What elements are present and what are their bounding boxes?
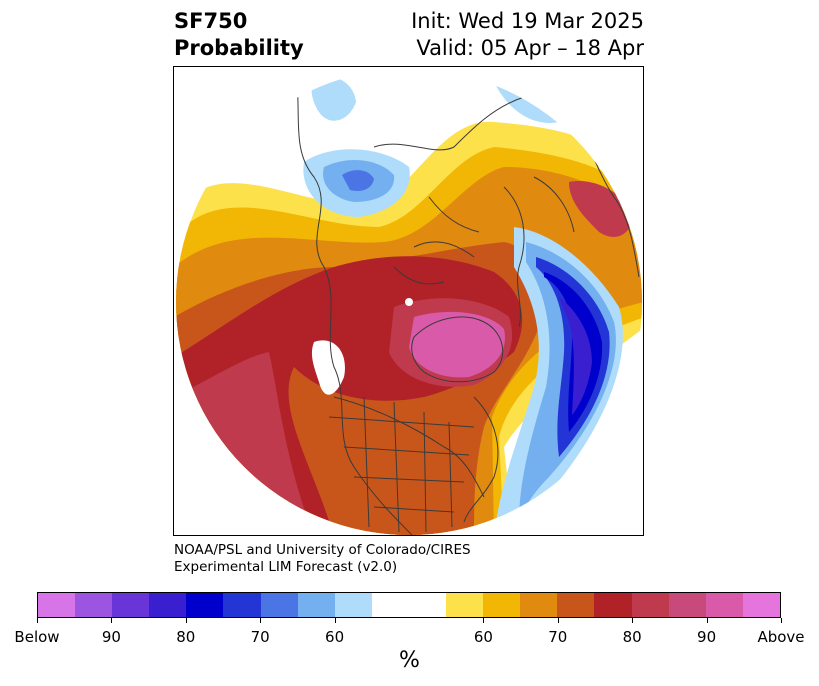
colorbar-tick-label: 70	[548, 628, 568, 646]
colorbar-swatch	[705, 593, 743, 617]
coastlines	[293, 69, 640, 535]
pole-marker	[405, 298, 413, 306]
map-title: SF750 Probability	[174, 8, 304, 62]
map-dates: Init: Wed 19 Mar 2025 Valid: 05 Apr – 18…	[411, 8, 644, 62]
colorbar-tick-label: 80	[622, 628, 642, 646]
colorbar-tick-label: 90	[101, 628, 121, 646]
colorbar-tick-label: Above	[757, 628, 805, 646]
colorbar-tick-mark	[632, 618, 634, 623]
colorbar-tick-mark	[111, 618, 113, 623]
colorbar-swatch	[334, 593, 372, 617]
colorbar-tick-mark	[260, 618, 262, 623]
probability-map	[176, 69, 642, 535]
credit-text: NOAA/PSL and University of Colorado/CIRE…	[174, 542, 471, 576]
warm-region-africa	[569, 181, 634, 237]
title-type: Probability	[174, 36, 304, 60]
colorbar-swatch	[742, 593, 780, 617]
credit-line-2: Experimental LIM Forecast (v2.0)	[174, 559, 398, 575]
colorbar-tick-mark	[781, 618, 782, 623]
colorbar-tick-mark	[483, 618, 485, 623]
colorbar-swatch	[483, 593, 521, 617]
colorbar-tick-label: 60	[325, 628, 345, 646]
colorbar-tick-label: 90	[697, 628, 717, 646]
colorbar-swatch	[223, 593, 261, 617]
colorbar-swatch	[631, 593, 669, 617]
colorbar-swatch	[668, 593, 706, 617]
credit-line-1: NOAA/PSL and University of Colorado/CIRE…	[174, 542, 471, 558]
colorbar-tick-mark	[557, 618, 559, 623]
colorbar-swatch	[557, 593, 595, 617]
colorbar-tick-label: 80	[176, 628, 196, 646]
map-panel	[173, 66, 644, 536]
colorbar-tick-mark	[334, 618, 336, 623]
cold-region-90	[544, 272, 603, 432]
colorbar-tick-mark	[37, 618, 38, 623]
warm-region-90	[409, 311, 505, 378]
colorbar-swatch	[520, 593, 558, 617]
cold-region-core	[559, 297, 592, 415]
colorbar-swatch	[371, 593, 409, 617]
cold-region-nw-80	[342, 170, 374, 191]
colorbar-unit: %	[399, 648, 420, 673]
colorbar-tick-mark	[185, 618, 187, 623]
colorbar-swatch	[112, 593, 150, 617]
cold-region-nn	[311, 75, 356, 121]
colorbar-swatch	[594, 593, 632, 617]
title-variable: SF750	[174, 9, 248, 33]
colorbar-swatch	[260, 593, 298, 617]
colorbar-tick-label: 70	[250, 628, 270, 646]
colorbar-tick-label: 60	[473, 628, 493, 646]
init-date: Init: Wed 19 Mar 2025	[411, 9, 644, 33]
colorbar-tick-mark	[706, 618, 708, 623]
colorbar	[37, 592, 781, 618]
colorbar-swatch	[408, 593, 447, 617]
cold-region-ne	[494, 82, 559, 123]
colorbar-swatch	[149, 593, 187, 617]
colorbar-tick-label: Below	[14, 628, 60, 646]
neutral-patch-pacific	[311, 340, 345, 395]
colorbar-swatch	[297, 593, 335, 617]
colorbar-swatch	[75, 593, 113, 617]
colorbar-swatch	[446, 593, 484, 617]
colorbar-swatch	[38, 593, 76, 617]
valid-range: Valid: 05 Apr – 18 Apr	[416, 36, 644, 60]
colorbar-swatch	[186, 593, 224, 617]
